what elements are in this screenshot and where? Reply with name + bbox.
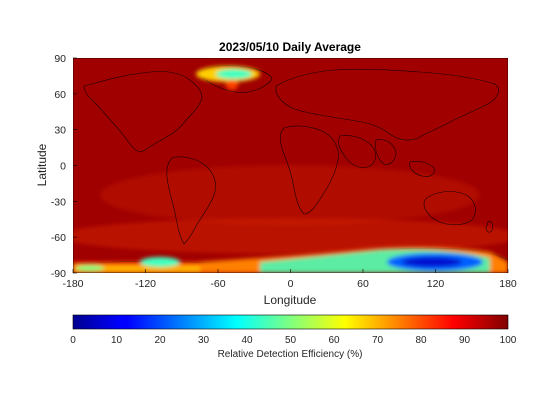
y-tick-label: -90 [51, 268, 66, 280]
colorbar [72, 314, 509, 330]
y-tick-label: 0 [60, 161, 66, 173]
x-axis-label: Longitude [264, 293, 317, 307]
chart-title: 2023/05/10 Daily Average [219, 40, 361, 54]
colorbar-tick-label: 80 [415, 335, 427, 346]
x-tick-label: 120 [427, 278, 445, 290]
colorbar-tick-label: 40 [241, 335, 253, 346]
colorbar-tick-label: 100 [500, 335, 517, 346]
x-tick-label: 60 [357, 278, 369, 290]
colorbar-ticks: 0 10 20 30 40 50 60 70 80 90 100 [70, 335, 517, 346]
x-tick-label: -120 [135, 278, 156, 290]
y-tick-label: -30 [51, 196, 66, 208]
map-area [73, 58, 508, 273]
greenland-region [196, 66, 260, 90]
y-tick-label: 60 [54, 89, 66, 101]
x-tick-label: -180 [62, 278, 83, 290]
x-tick-label: 0 [288, 278, 294, 290]
colorbar-tick-label: 60 [328, 335, 340, 346]
colorbar-tick-label: 10 [111, 335, 123, 346]
y-tick-label: -60 [51, 232, 66, 244]
x-tick-label: -60 [210, 278, 225, 290]
y-tick-label: 90 [54, 53, 66, 65]
colorbar-tick-label: 50 [285, 335, 297, 346]
tropical-band [100, 165, 480, 225]
y-tick-label: 30 [54, 125, 66, 137]
axes: -180 -120 -60 0 60 120 180 90 60 30 0 -30 -60 -90 [51, 53, 517, 290]
southern-band [73, 218, 508, 254]
colorbar-tick-label: 70 [372, 335, 384, 346]
colorbar-label: Relative Detection Efficiency (%) [218, 349, 363, 360]
colorbar-tick-label: 30 [198, 335, 210, 346]
x-tick-label: 180 [499, 278, 517, 290]
colorbar-tick-label: 0 [70, 335, 76, 346]
colorbar-tick-label: 20 [154, 335, 166, 346]
colorbar-tick-label: 90 [459, 335, 471, 346]
y-axis-label: Latitude [35, 143, 49, 186]
